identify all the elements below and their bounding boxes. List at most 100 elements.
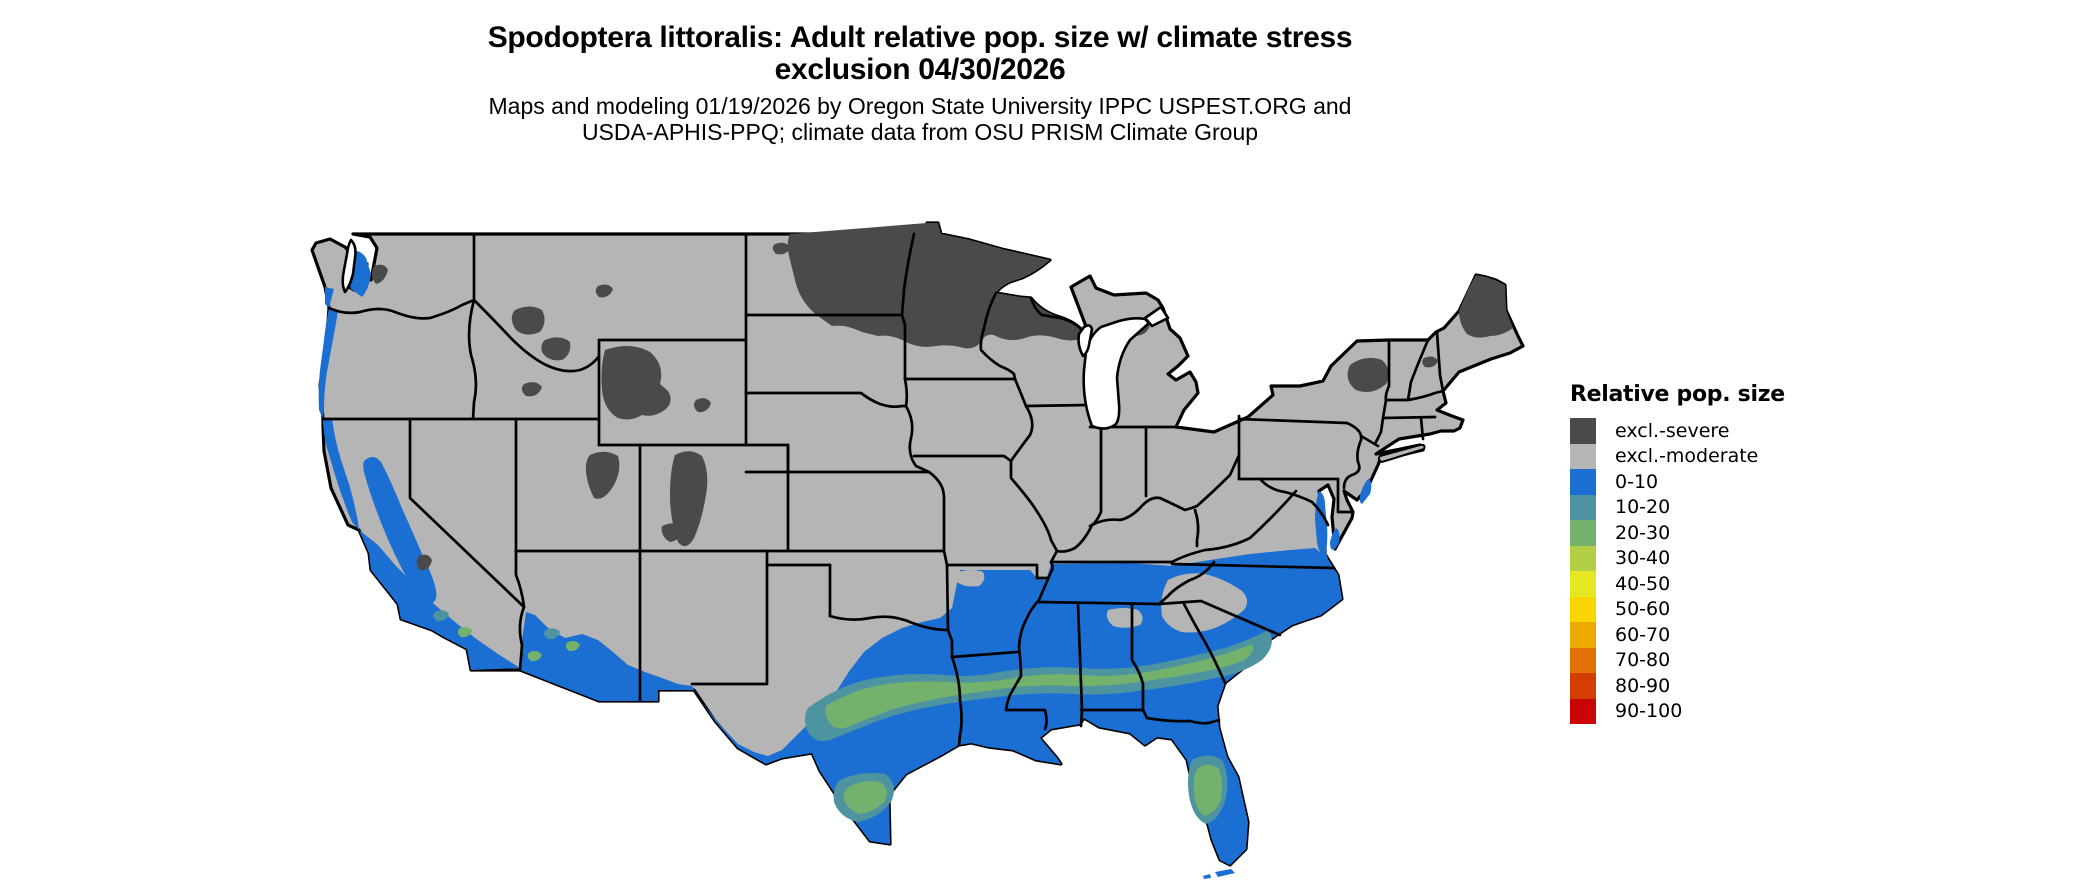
border-wa-or — [327, 298, 476, 320]
legend-swatch — [1570, 647, 1596, 673]
green-bay — [1077, 324, 1094, 358]
legend-swatch — [1570, 571, 1596, 597]
legend-row: 60-70 — [1570, 622, 1870, 648]
state-borders — [321, 232, 1445, 747]
border-ny-nj — [1359, 434, 1380, 448]
border-vt-nh — [1406, 338, 1430, 402]
colorado-rockies-severe — [661, 451, 708, 547]
mackinac-strait — [1143, 305, 1170, 328]
legend-swatch — [1570, 494, 1596, 520]
border-tn-al-ms-ga — [1037, 600, 1161, 606]
gulf-arc-green — [825, 644, 1253, 729]
border-me-nh — [1435, 330, 1445, 393]
yellowstone-rockies-severe — [601, 345, 671, 420]
legend-swatch — [1570, 698, 1596, 724]
border-mississippi-upper — [1009, 377, 1059, 553]
border-ga-fl — [1141, 708, 1221, 725]
border-tn-nc — [1157, 560, 1216, 606]
legend-swatch — [1570, 596, 1596, 622]
border-mo-bootheel — [945, 563, 1050, 580]
white-mountains-severe — [1422, 356, 1438, 368]
border-tx-la-sabine — [950, 655, 963, 747]
border-ct-ri — [1419, 416, 1425, 441]
green-zone-20-30 — [457, 627, 1253, 816]
legend-row: 40-50 — [1570, 571, 1870, 597]
border-ia-mo — [912, 454, 1013, 463]
new-jersey-coast-blue — [1359, 478, 1372, 504]
border-ar-la — [950, 650, 1019, 659]
idaho-montana-severe — [511, 284, 613, 397]
border-potomac — [1258, 477, 1330, 527]
border-al-ga — [1130, 602, 1145, 712]
border-nm-tx — [690, 549, 769, 686]
legend-swatch — [1570, 418, 1596, 444]
border-mississippi-lower — [1004, 549, 1059, 731]
border-wv-va-ky — [1170, 489, 1298, 564]
legend-label: excl.-moderate — [1615, 445, 1759, 468]
map-title: Spodoptera littoralis: Adult relative po… — [0, 22, 1840, 86]
border-nc-sc — [1157, 599, 1282, 637]
map-subtitle: Maps and modeling 01/19/2026 by Oregon S… — [0, 93, 1840, 145]
border-ga-sc — [1182, 602, 1227, 685]
legend-label: 40-50 — [1615, 572, 1671, 595]
map-title-line1: Spodoptera littoralis: Adult relative po… — [487, 21, 1353, 54]
map-title-line2: exclusion 04/30/2026 — [774, 53, 1066, 86]
legend-swatch — [1570, 469, 1596, 495]
legend-row: 50-60 — [1570, 596, 1870, 622]
bighorn-severe — [693, 398, 711, 413]
north-dakota-severe-specks — [772, 235, 838, 255]
legend-row: 90-100 — [1570, 698, 1870, 724]
maine-severe — [1459, 275, 1513, 338]
legend-row: excl.-severe — [1570, 418, 1870, 444]
northern-band-severe — [787, 223, 1088, 349]
severe-zone — [371, 223, 1513, 571]
border-ma-north — [1384, 389, 1445, 402]
border-md-de — [1336, 477, 1354, 514]
border-wi-il — [1024, 403, 1090, 408]
border-ny-ma-ct — [1374, 398, 1388, 444]
legend-row: 20-30 — [1570, 520, 1870, 546]
border-mn-sd — [900, 313, 907, 381]
legend-label: 70-80 — [1615, 649, 1671, 672]
florida-keys-blue — [1203, 869, 1235, 879]
arizona-green-specks — [457, 627, 580, 662]
legend-swatch — [1570, 673, 1596, 699]
south-texas-green — [843, 781, 887, 814]
legend-swatch — [1570, 545, 1596, 571]
legend-label: 80-90 — [1615, 674, 1671, 697]
adirondacks-severe — [1347, 357, 1389, 392]
border-red-river — [828, 614, 954, 659]
central-florida-green — [1193, 764, 1223, 816]
border-mt-id — [472, 298, 601, 373]
legend-label: 30-40 — [1615, 547, 1671, 570]
puget-sound — [341, 238, 357, 294]
legend-swatch — [1570, 443, 1596, 469]
border-ky-wv — [1193, 508, 1200, 548]
border-sd-ia-missouri — [903, 377, 950, 632]
legend-swatch — [1570, 520, 1596, 546]
legend-label: 50-60 — [1615, 598, 1671, 621]
long-island — [1377, 443, 1426, 464]
legend-row: 70-80 — [1570, 647, 1870, 673]
conus-map-svg — [310, 221, 1525, 879]
washington-coast-strip-blue — [325, 287, 334, 308]
border-mn-wi — [979, 291, 1017, 381]
map-legend: Relative pop. size excl.-severe excl.-mo… — [1570, 382, 1870, 724]
delmarva-south-blue — [1330, 528, 1340, 550]
legend-row: 30-40 — [1570, 545, 1870, 571]
legend-rows: excl.-severe excl.-moderate 0-10 10-20 2… — [1570, 418, 1870, 724]
legend-title: Relative pop. size — [1570, 382, 1785, 407]
legend-label: excl.-severe — [1615, 419, 1730, 442]
ozark-gray — [957, 570, 985, 587]
border-pa-nj-delaware-river — [1342, 421, 1363, 490]
norcal-coast-strip-blue — [323, 419, 359, 530]
border-wa-id-or-id — [467, 232, 478, 421]
socal-teal-specks — [433, 610, 560, 640]
washington-cascades-severe — [371, 264, 388, 284]
us-choropleth-map — [230, 160, 1560, 892]
border-ma-south — [1381, 415, 1437, 420]
map-subtitle-line2: USDA-APHIS-PPQ; climate data from OSU PR… — [581, 119, 1259, 145]
border-nv-az-river — [514, 549, 526, 609]
border-ohio-river — [1055, 453, 1241, 553]
